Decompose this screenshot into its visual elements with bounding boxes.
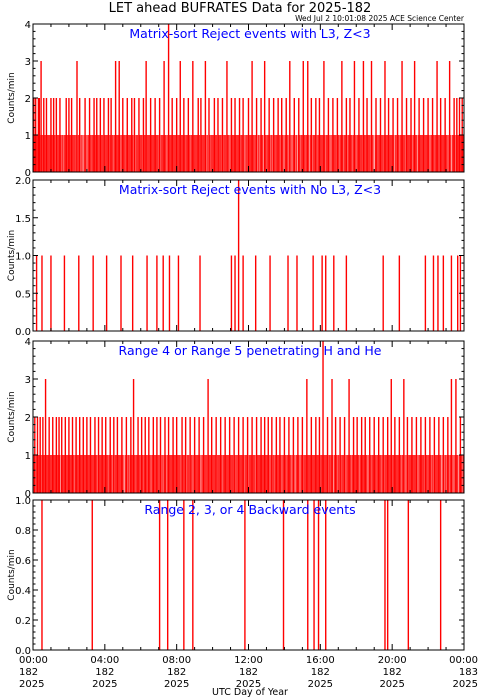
panel-title: Matrix-sort Reject events with No L3, Z<… [119, 182, 381, 197]
x-tick-time: 04:00 [90, 655, 119, 666]
y-axis-label: Counts/min [7, 549, 17, 600]
y-tick-label: 0.4 [15, 586, 31, 597]
y-tick-label: 0.6 [15, 556, 31, 567]
y-tick-label: 1.0 [15, 496, 31, 507]
x-tick-year: 2025 [379, 679, 404, 690]
y-tick-label: 1.5 [15, 214, 31, 225]
y-axis-label: Counts/min [7, 72, 17, 123]
x-tick-doy: 182 [311, 667, 330, 678]
y-tick-label: 1 [25, 131, 31, 142]
figure-title: LET ahead BUFRATES Data for 2025-182 [109, 1, 372, 16]
panel-title: Matrix-sort Reject events with L3, Z<3 [129, 26, 370, 41]
x-axis-label: UTC Day of Year [212, 687, 288, 698]
y-axis-label: Counts/min [7, 230, 17, 281]
y-tick-label: 3 [25, 57, 31, 68]
generation-timestamp: Wed Jul 2 10:01:08 2025 ACE Science Cent… [295, 14, 465, 23]
y-axis-label: Counts/min [7, 391, 17, 442]
y-tick-label: 2.0 [15, 176, 31, 187]
panel-title: Range 4 or Range 5 penetrating H and He [119, 343, 382, 358]
y-tick-label: 0 [25, 168, 31, 179]
y-tick-label: 4 [25, 337, 31, 348]
x-tick-time: 20:00 [378, 655, 407, 666]
y-tick-label: 2 [25, 413, 31, 424]
y-tick-label: 2 [25, 94, 31, 105]
y-tick-label: 0.0 [15, 646, 31, 657]
y-tick-label: 0.5 [15, 289, 31, 300]
y-tick-label: 1 [25, 451, 31, 462]
y-tick-label: 0 [25, 489, 31, 500]
x-tick-doy: 182 [383, 667, 402, 678]
panel-4: 0.0 0.2 0.4 0.6 0.8 1.0 Counts/min Range 2, 3, … [7, 496, 465, 657]
panel-title: Range 2, 3, or 4 Backward events [144, 502, 355, 517]
x-tick-doy: 182 [239, 667, 258, 678]
panel-3: 0 1 2 3 4 Counts/min Range 4 or Range 5 penetr… [7, 337, 465, 500]
y-tick-label: 0.0 [15, 327, 31, 338]
x-tick-year: 2025 [236, 679, 261, 690]
x-tick-time: 00:00 [19, 655, 48, 666]
panel-1: 0 1 2 3 4 Counts/min Matrix-sort Reject events… [7, 20, 465, 179]
y-tick-label: 0.2 [15, 616, 31, 627]
x-tick-time: 16:00 [306, 655, 335, 666]
x-tick-doy: 183 [459, 667, 478, 678]
x-tick-time: 00:00 [449, 655, 478, 666]
panel-frame [32, 499, 465, 651]
y-tick-label: 1.0 [15, 252, 31, 263]
x-tick-time: 08:00 [162, 655, 191, 666]
panel-2: 0.0 0.5 1.0 1.5 2.0 Counts/min Matrix-sort Rej… [7, 176, 465, 338]
x-tick-year: 2025 [164, 679, 189, 690]
x-tick-doy: 182 [167, 667, 186, 678]
time-axis-labels: 00:00182202504:00182202508:00182202512:0… [19, 655, 478, 690]
x-tick-doy: 182 [19, 667, 38, 678]
panels: 0 1 2 3 4 Counts/min Matrix-sort Reject events… [7, 20, 465, 657]
y-tick-label: 0.8 [15, 526, 31, 537]
y-tick-label: 3 [25, 375, 31, 386]
x-tick-doy: 182 [95, 667, 114, 678]
x-tick-year: 2025 [453, 679, 478, 690]
x-tick-year: 2025 [308, 679, 333, 690]
x-tick-year: 2025 [92, 679, 117, 690]
x-tick-time: 12:00 [234, 655, 263, 666]
y-tick-label: 4 [25, 20, 31, 31]
x-tick-year: 2025 [19, 679, 44, 690]
